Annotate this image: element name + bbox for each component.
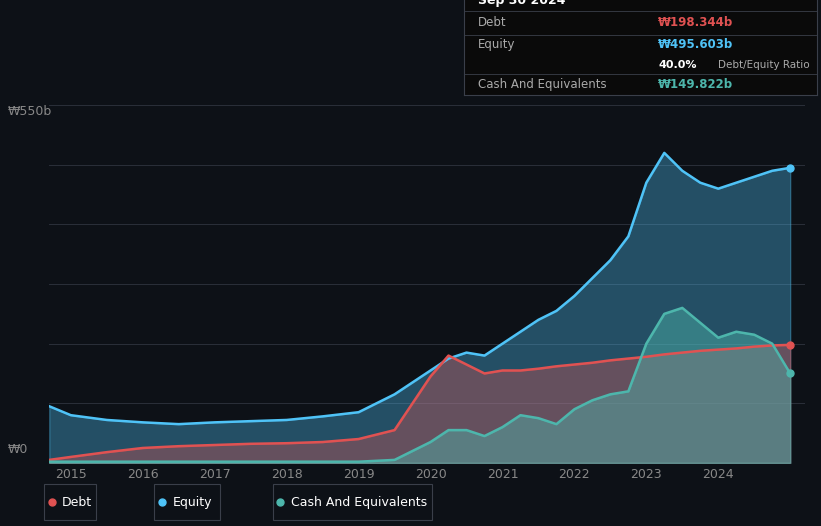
Text: Debt/Equity Ratio: Debt/Equity Ratio — [718, 60, 810, 70]
Text: Cash And Equivalents: Cash And Equivalents — [478, 78, 607, 92]
Text: Equity: Equity — [478, 38, 516, 51]
Text: 40.0%: 40.0% — [658, 60, 696, 70]
Point — [783, 341, 796, 349]
Point — [783, 164, 796, 172]
Text: Debt: Debt — [62, 496, 92, 509]
Text: ₩550b: ₩550b — [7, 105, 52, 118]
Text: ₩149.822b: ₩149.822b — [658, 78, 733, 92]
Text: Sep 30 2024: Sep 30 2024 — [478, 0, 566, 7]
Text: ₩198.344b: ₩198.344b — [658, 16, 733, 29]
Text: Debt: Debt — [478, 16, 507, 29]
Point — [783, 369, 796, 378]
Text: Equity: Equity — [172, 496, 212, 509]
Text: ₩495.603b: ₩495.603b — [658, 38, 733, 51]
Text: ₩0: ₩0 — [7, 443, 28, 456]
Text: Cash And Equivalents: Cash And Equivalents — [291, 496, 427, 509]
